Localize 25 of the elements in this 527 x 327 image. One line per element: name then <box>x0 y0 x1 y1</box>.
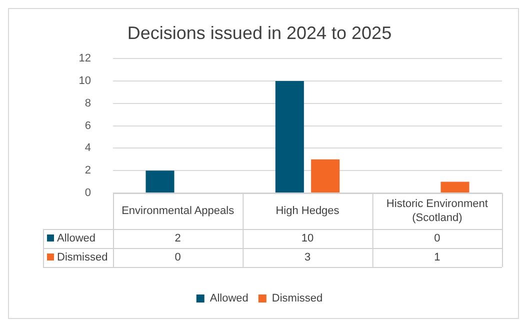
y-tick-label: 2 <box>84 164 91 177</box>
y-tick-label: 8 <box>84 97 91 110</box>
x-tick-label: High Hedges <box>276 205 340 218</box>
data-label: 1 <box>434 252 440 264</box>
y-tick-label: 0 <box>84 187 91 200</box>
bar <box>275 81 304 192</box>
data-label: 0 <box>434 232 440 245</box>
data-label: 0 <box>174 252 181 264</box>
legend-label: Allowed <box>57 232 96 245</box>
chart-title: Decisions issued in 2024 to 2025 <box>127 22 392 43</box>
text: Allowed <box>210 292 248 305</box>
bar <box>146 170 174 192</box>
data-label: 3 <box>304 252 311 264</box>
y-tick-label: 4 <box>84 142 91 154</box>
bar <box>311 159 340 192</box>
bar <box>440 182 470 192</box>
y-tick-label: 6 <box>84 120 91 132</box>
x-tick-label: Environmental Appeals <box>122 205 235 218</box>
x-tick-label: Historic Environment (Scotland) <box>386 198 488 224</box>
y-tick-label: 10 <box>78 75 91 88</box>
text: Dismissed <box>57 252 108 264</box>
data-label: 10 <box>301 232 314 245</box>
y-tick-label: 12 <box>78 52 91 65</box>
data-label: 2 <box>174 232 181 245</box>
legend-label: Dismissed <box>272 292 323 305</box>
